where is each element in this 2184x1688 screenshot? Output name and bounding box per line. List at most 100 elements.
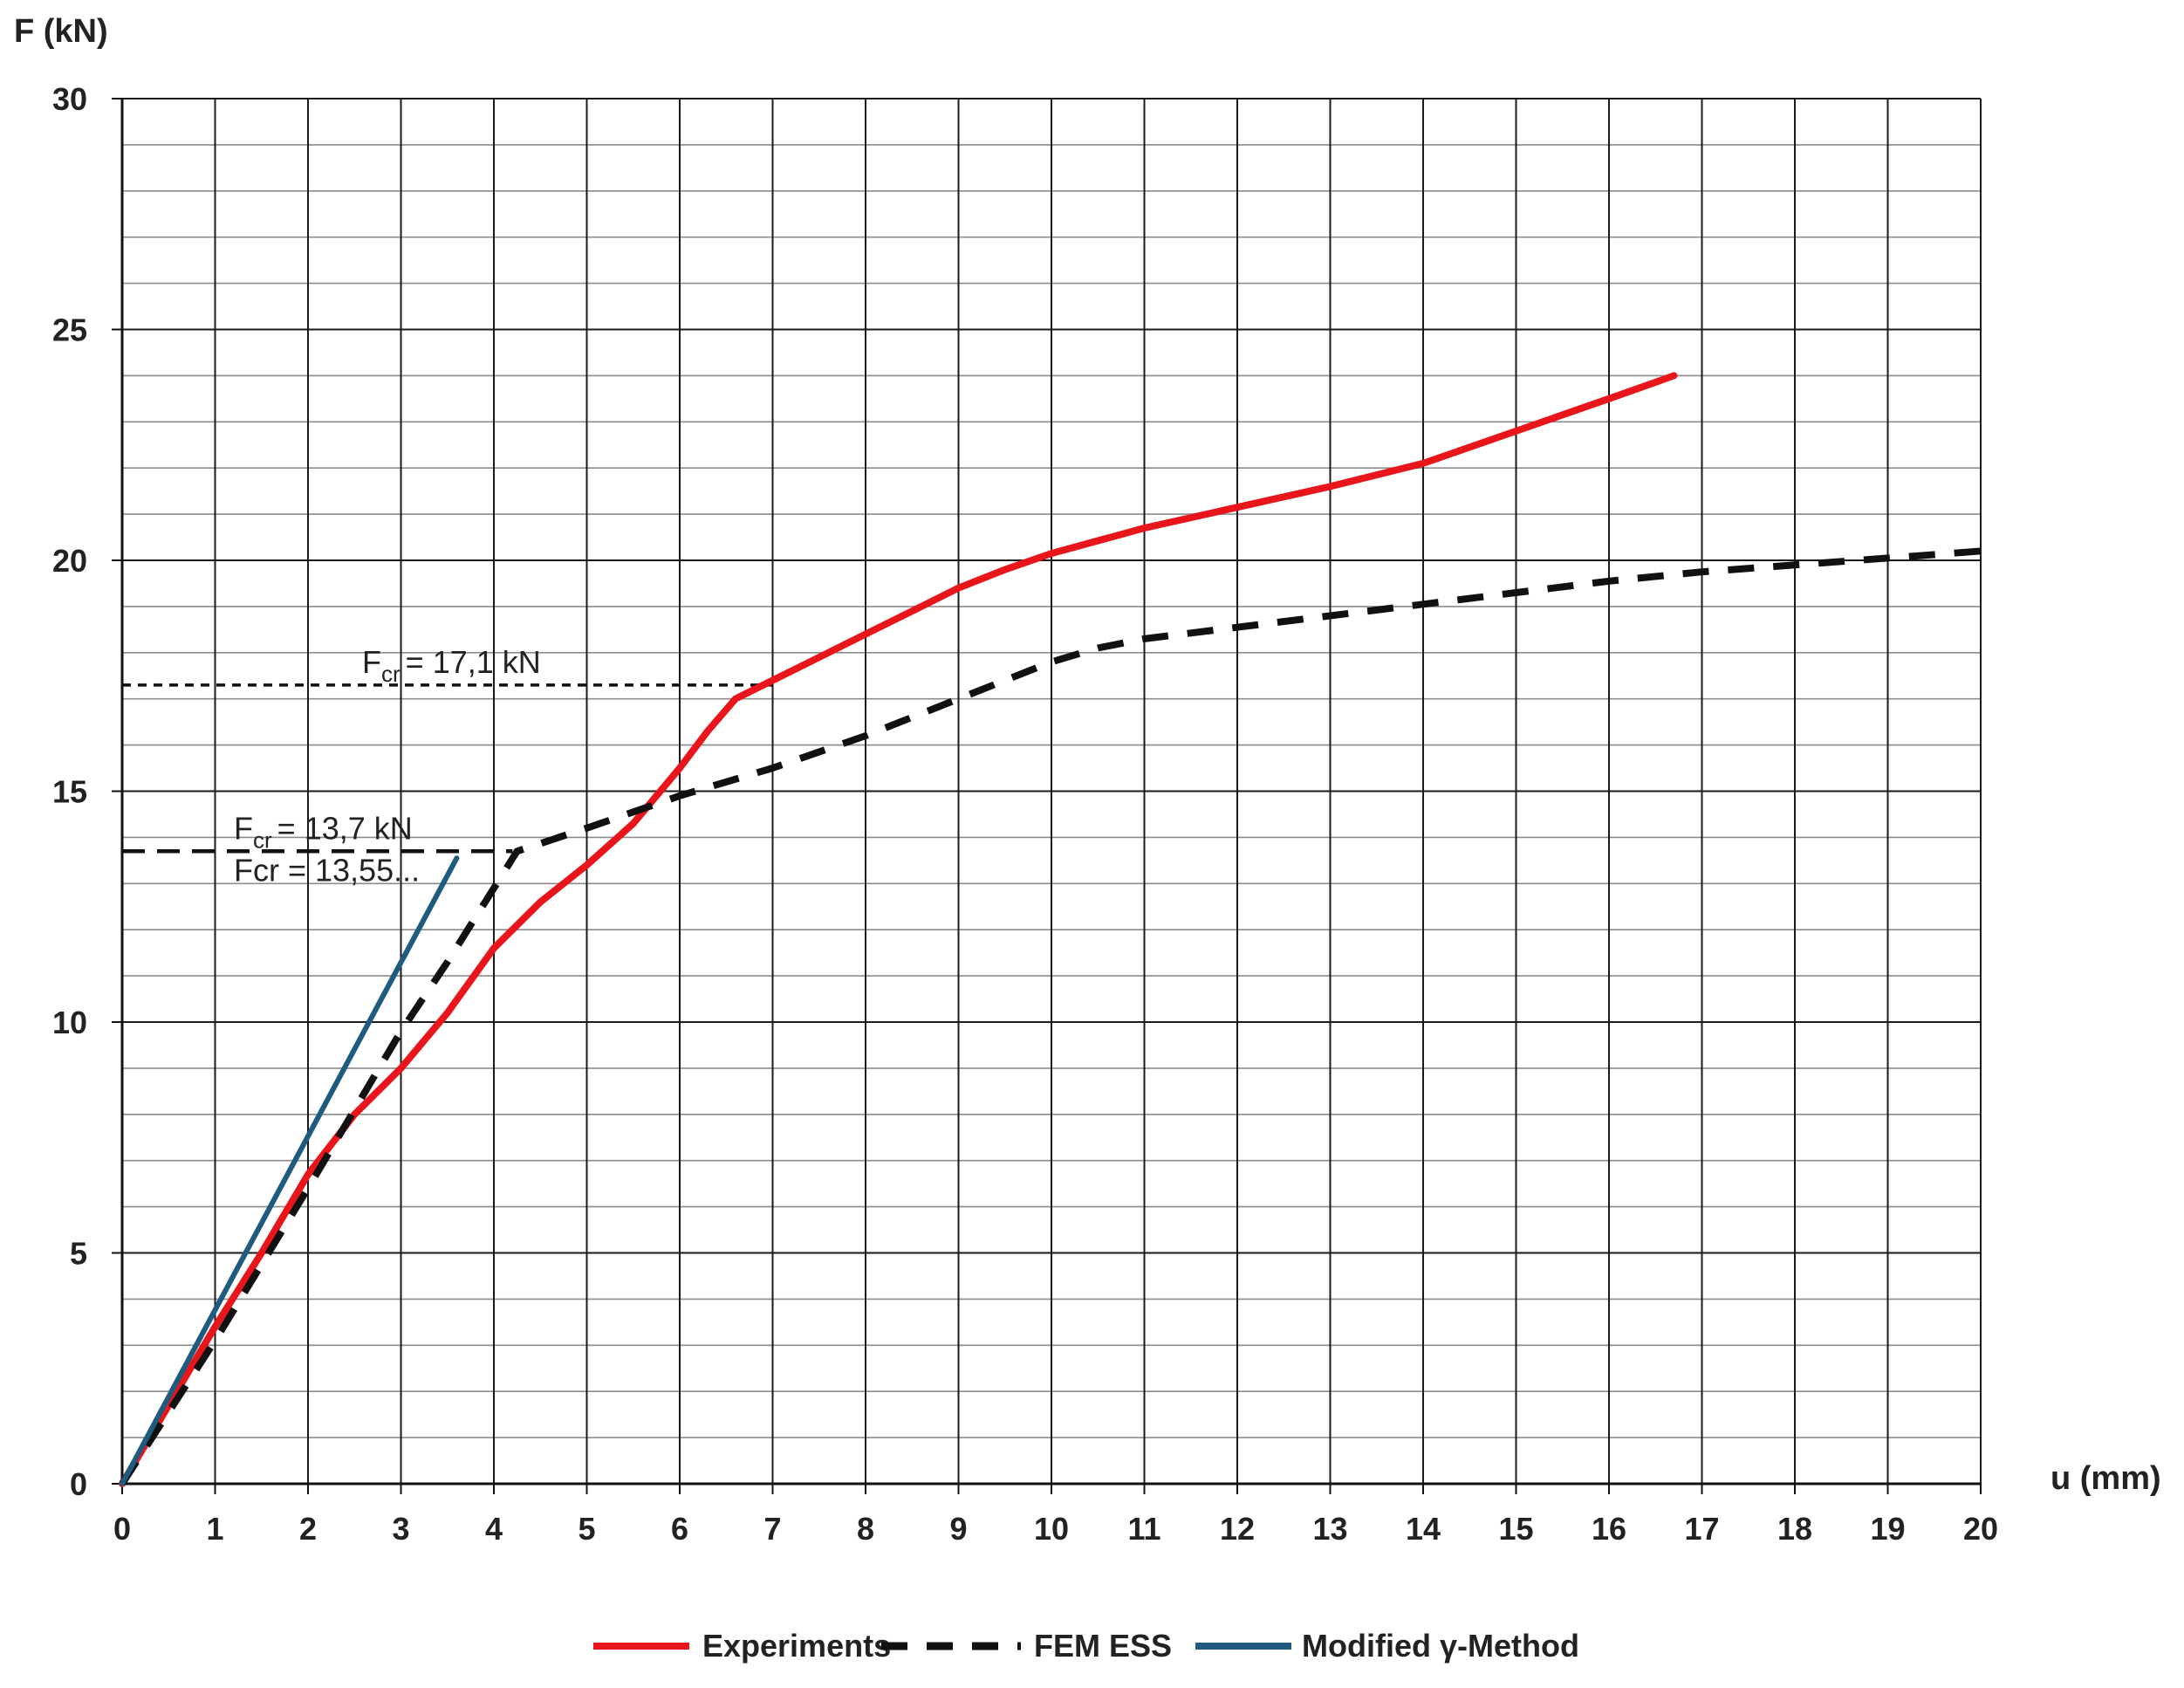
reference-lines	[122, 683, 773, 854]
data-point	[214, 1339, 217, 1342]
x-tick-label: 4	[485, 1511, 503, 1547]
data-point	[1329, 614, 1332, 617]
x-tick-label: 5	[578, 1511, 595, 1547]
y-tick-label: 25	[52, 312, 87, 348]
legend-label: Modified γ-Method	[1302, 1628, 1579, 1664]
data-point	[1701, 570, 1704, 573]
reference-label-main: F	[362, 644, 381, 680]
data-point	[1003, 568, 1007, 572]
data-point	[1236, 505, 1239, 509]
data-point	[734, 697, 737, 701]
x-tick-label: 18	[1777, 1511, 1812, 1547]
data-point	[957, 587, 961, 590]
reference-label-main: F	[234, 810, 253, 846]
y-tick-label: 20	[52, 543, 87, 579]
data-point	[1607, 580, 1611, 583]
legend-label: Experiments	[702, 1628, 891, 1664]
data-point	[306, 1173, 310, 1177]
x-tick-label: 11	[1127, 1511, 1160, 1547]
data-point	[353, 1113, 356, 1116]
data-point	[400, 1067, 403, 1070]
data-point	[538, 900, 542, 903]
tick-labels: 0 1 2 3 4 5 6 7 8 9 10 11 12 13 14 15 16 17 18 19 2005101520…	[52, 81, 1998, 1547]
x-tick-label: 19	[1870, 1511, 1905, 1547]
data-point	[446, 960, 449, 964]
reference-label-rest: = 17,1 kN	[406, 644, 541, 680]
x-tick-label: 15	[1498, 1511, 1533, 1547]
data-point	[214, 1325, 217, 1328]
data-point	[1096, 647, 1099, 650]
data-point	[585, 863, 589, 867]
legend-label: FEM ESS	[1034, 1628, 1172, 1664]
data-point	[864, 633, 867, 636]
legend: Experiments FEM ESS Modified γ-Method	[593, 1628, 1579, 1664]
annotation-label: Fcr = 13,55...	[234, 853, 420, 889]
x-tick-label: 16	[1592, 1511, 1626, 1547]
reference-label-sub: cr	[253, 827, 272, 853]
data-point	[771, 766, 775, 770]
x-tick-label: 13	[1312, 1511, 1347, 1547]
y-tick-label: 10	[52, 1005, 87, 1040]
x-tick-label: 0	[113, 1511, 131, 1547]
data-point	[1421, 602, 1425, 606]
y-axis-label: F (kN)	[14, 13, 108, 50]
data-point	[306, 1186, 310, 1190]
data-point	[1673, 374, 1676, 377]
data-point	[400, 1030, 403, 1033]
series-line-fem-ess	[119, 547, 1982, 1486]
x-tick-label: 20	[1963, 1511, 1998, 1547]
data-point	[678, 794, 681, 798]
x-tick-label: 6	[671, 1511, 688, 1547]
data-point	[1050, 552, 1053, 555]
data-point	[446, 1011, 449, 1014]
reference-label-sub: cr	[381, 661, 401, 687]
y-tick-label: 15	[52, 774, 87, 810]
data-point	[678, 766, 681, 770]
data-point	[1050, 660, 1053, 663]
x-tick-label: 17	[1684, 1511, 1719, 1547]
data-point	[1515, 591, 1518, 594]
data-point	[1607, 397, 1611, 401]
reference-line-label: Fcr = 13,7 kN	[234, 810, 413, 853]
x-tick-label: 10	[1034, 1511, 1069, 1547]
data-point	[492, 887, 496, 890]
x-tick-label: 1	[206, 1511, 223, 1547]
data-point	[818, 655, 821, 659]
x-tick-label: 8	[857, 1511, 874, 1547]
data-point	[864, 734, 867, 738]
x-tick-label: 9	[949, 1511, 967, 1547]
x-tick-label: 7	[763, 1511, 781, 1547]
y-tick-label: 5	[70, 1236, 87, 1272]
series-line-modified-method	[120, 855, 460, 1486]
data-point	[516, 849, 519, 853]
data-point	[260, 1252, 264, 1255]
data-point	[120, 1482, 124, 1486]
data-point	[910, 609, 914, 613]
data-point	[771, 679, 775, 683]
data-point	[1143, 637, 1147, 641]
data-point	[632, 822, 635, 826]
series-layer	[119, 372, 1982, 1487]
major-gridlines	[121, 98, 1982, 1485]
data-point	[1979, 549, 1982, 552]
axes	[112, 98, 1982, 1494]
x-tick-label: 3	[392, 1511, 409, 1547]
data-point	[1329, 484, 1332, 488]
reference-line-label: Fcr = 17,1 kN	[362, 644, 541, 687]
data-point	[957, 697, 961, 701]
x-tick-label: 14	[1406, 1511, 1441, 1547]
data-point	[1793, 563, 1797, 566]
data-point	[585, 827, 589, 830]
x-axis-label: u (mm)	[2050, 1460, 2161, 1497]
data-point	[706, 730, 709, 733]
reference-label-rest: = 13,7 kN	[277, 810, 413, 846]
data-point	[1886, 556, 1890, 559]
data-point	[1236, 626, 1239, 629]
x-tick-label: 12	[1220, 1511, 1255, 1547]
data-point	[455, 856, 458, 860]
y-tick-label: 0	[70, 1466, 87, 1502]
x-tick-label: 2	[299, 1511, 317, 1547]
data-point	[492, 946, 496, 950]
